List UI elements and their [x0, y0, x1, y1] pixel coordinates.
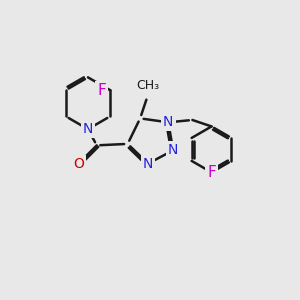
Text: N: N	[163, 115, 173, 129]
Text: O: O	[73, 157, 84, 171]
Text: N: N	[83, 122, 93, 136]
Text: N: N	[143, 157, 153, 171]
Text: F: F	[207, 165, 216, 180]
Text: N: N	[168, 143, 178, 157]
Text: CH₃: CH₃	[136, 79, 159, 92]
Text: F: F	[97, 83, 106, 98]
